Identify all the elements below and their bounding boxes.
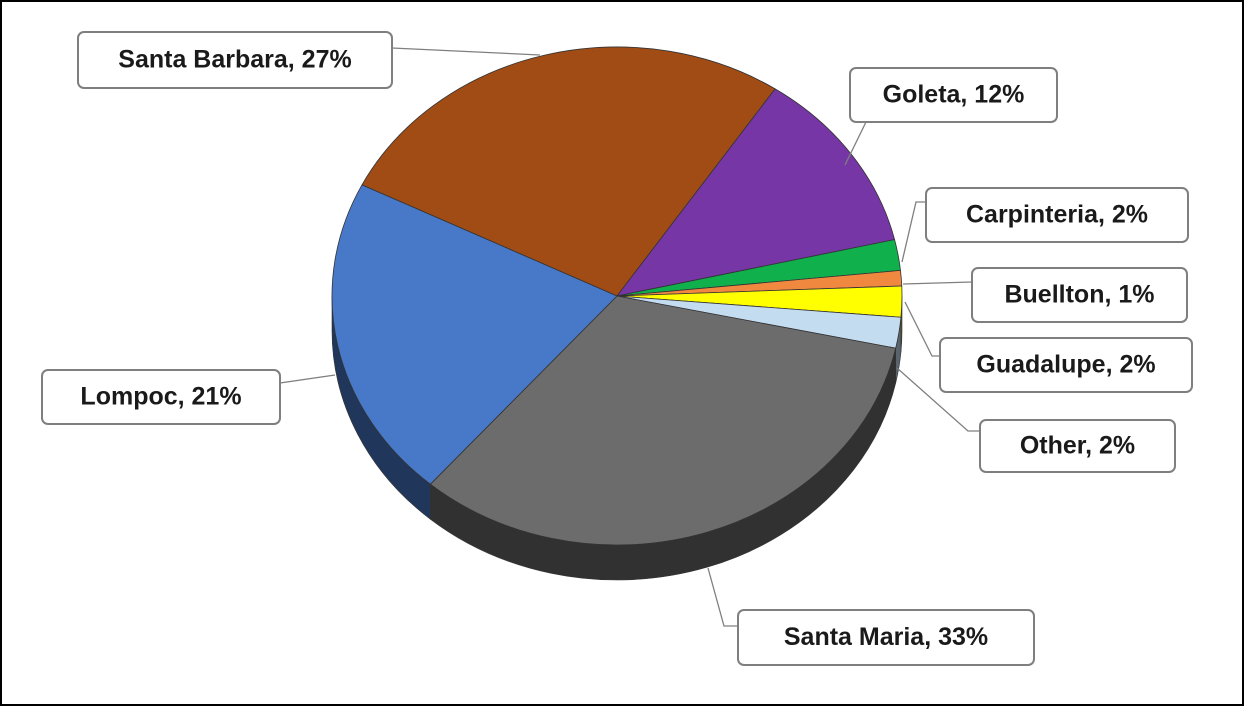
data-label: Santa Barbara, 27% xyxy=(118,46,351,74)
pie-slice xyxy=(361,46,776,297)
leader-line xyxy=(391,47,541,56)
leader-line xyxy=(902,281,973,285)
pie-slice xyxy=(331,184,618,485)
data-label: Goleta, 12% xyxy=(883,81,1025,109)
data-label: Guadalupe, 2% xyxy=(976,351,1155,379)
label-box xyxy=(737,609,1035,666)
pie-slice xyxy=(616,88,896,297)
label-box xyxy=(849,67,1058,123)
label-box xyxy=(939,337,1193,393)
pie-top xyxy=(331,46,903,546)
data-label: Lompoc, 21% xyxy=(80,383,241,411)
label-box xyxy=(77,31,393,89)
pie-slice xyxy=(429,295,897,546)
data-labels: Santa Barbara, 27% Goleta, 12% Carpinteria… xyxy=(41,31,1193,666)
data-label: Other, 2% xyxy=(1020,432,1135,460)
label-box xyxy=(925,187,1189,243)
leader-line xyxy=(844,121,867,166)
label-box xyxy=(971,267,1188,323)
leader-line xyxy=(901,201,926,263)
label-box xyxy=(41,369,281,425)
data-label: Santa Maria, 33% xyxy=(784,623,988,651)
leader-line xyxy=(904,301,940,357)
data-label: Carpinteria, 2% xyxy=(966,201,1148,229)
label-box xyxy=(979,419,1176,473)
data-label: Buellton, 1% xyxy=(1004,281,1154,309)
leader-line xyxy=(279,374,336,384)
leader-line xyxy=(896,367,980,432)
leader-line xyxy=(707,567,738,627)
